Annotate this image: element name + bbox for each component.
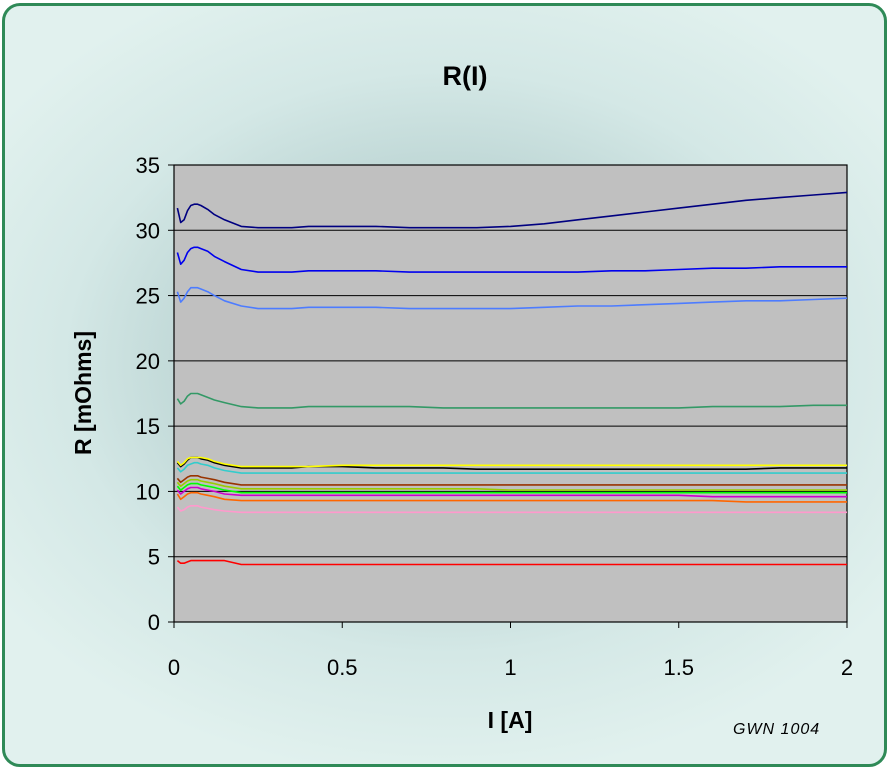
y-tick-label-7: 35: [136, 153, 160, 178]
series-line-11: [176, 491, 847, 503]
y-tick-label-1: 5: [148, 545, 160, 570]
series-line-3: [176, 392, 847, 409]
y-tick-label-3: 15: [136, 414, 160, 439]
series-group: [176, 191, 848, 566]
series-line-8: [176, 478, 847, 491]
series-line-13: [176, 559, 847, 566]
x-tick-labels: 0 0.5 1 1.5 2: [168, 622, 853, 680]
series-line-9: [176, 482, 847, 494]
series-line-0: [176, 191, 848, 229]
series-line-5: [176, 456, 847, 468]
y-tick-label-6: 30: [136, 218, 160, 243]
chart-title: R(I): [443, 61, 488, 91]
y-tick-label-5: 25: [136, 284, 160, 309]
x-axis-label: I [A]: [488, 707, 533, 733]
y-tick-labels: 0 5 10 15 20 25 30 35: [136, 153, 174, 635]
chart-annotation: GWN 1004: [733, 721, 820, 738]
gridlines: [174, 229, 847, 558]
y-axis-label: R [mOhms]: [70, 331, 96, 455]
series-line-1: [176, 246, 847, 273]
series-line-6: [176, 461, 847, 474]
x-tick-label-3: 1.5: [663, 655, 694, 680]
x-tick-label-1: 0.5: [327, 655, 358, 680]
y-tick-label-4: 20: [136, 349, 160, 374]
y-tick-label-2: 10: [136, 479, 160, 504]
x-tick-label-2: 1: [504, 655, 516, 680]
x-tick-label-4: 2: [841, 655, 853, 680]
y-tick-label-0: 0: [148, 610, 160, 635]
series-line-10: [176, 486, 847, 498]
series-line-7: [176, 474, 847, 486]
series-line-12: [176, 504, 847, 514]
plot-area: [173, 164, 848, 623]
series-line-2: [176, 286, 848, 310]
x-tick-label-0: 0: [168, 655, 180, 680]
